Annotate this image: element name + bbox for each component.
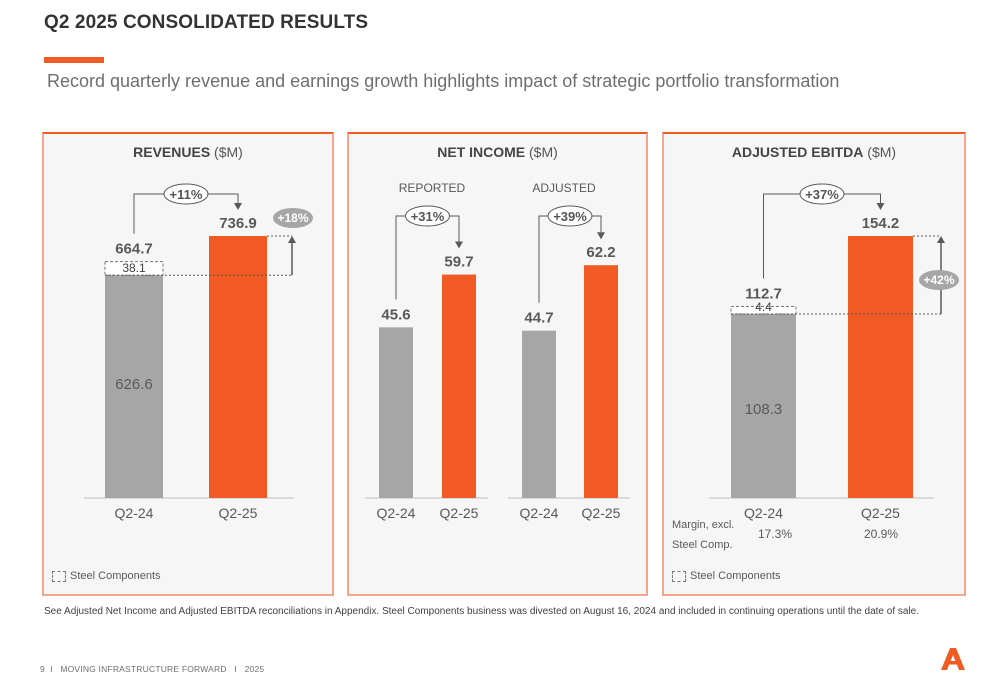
adjusted-ebitda-panel: ADJUSTED EBITDA ($M) 4.4 112.7 154.2 108.3 Q…: [662, 132, 966, 596]
adjusted-bar-q2-25: [584, 265, 618, 498]
page-subtitle: Record quarterly revenue and earnings gr…: [47, 71, 840, 91]
base-value-label: 108.3: [745, 401, 783, 418]
page-footer: 9 I MOVING INFRASTRUCTURE FORWARD I 2025: [40, 664, 264, 674]
revenues-panel: REVENUES ($M) 38.1 664.7 736.9 626.6 Q2-24 Q2…: [42, 132, 334, 596]
adjusted-label: ADJUSTED: [532, 181, 596, 195]
growth-bracket-arrow: [234, 203, 242, 210]
adjusted-bar-q2-24: [522, 330, 556, 498]
growth-excl-steel-badge: +42%: [923, 273, 954, 287]
revenues-panel-title: REVENUES ($M): [44, 144, 332, 160]
revenues-title-unit: ($M): [210, 144, 243, 160]
adjusted-category-q2-24: Q2-24: [520, 505, 559, 521]
growth-bracket-arrow: [876, 203, 885, 210]
bar-steel-components: [730, 306, 797, 315]
company-logo: [941, 648, 965, 670]
margin-q2-24: 17.3%: [758, 527, 792, 541]
revenues-legend: Steel Components: [52, 570, 161, 582]
base-value-label: 626.6: [115, 376, 153, 393]
adjusted-value-q2-24: 44.7: [524, 310, 553, 327]
category-label-q2-25: Q2-25: [861, 505, 900, 521]
value-label-q2-25: 154.2: [862, 215, 900, 232]
value-label-q2-24: 112.7: [745, 286, 782, 303]
reported-bar-q2-25: [442, 274, 476, 498]
category-label-q2-25: Q2-25: [219, 505, 258, 521]
page-title: Q2 2025 CONSOLIDATED RESULTS: [44, 12, 369, 33]
reported-growth-bracket-arrow: [455, 241, 463, 249]
reported-category-q2-24: Q2-24: [377, 505, 416, 521]
footer-separator: I: [234, 664, 237, 674]
growth-excl-steel-badge: +18%: [277, 211, 308, 225]
adjusted-growth-bracket-arrow: [597, 232, 605, 240]
footer-year: 2025: [244, 664, 265, 674]
net-income-title-unit: ($M): [525, 144, 558, 160]
growth-bracket-bubble: [163, 183, 209, 205]
adjusted-category-q2-25: Q2-25: [582, 505, 621, 521]
reported-growth-bracket-bubble: [405, 205, 450, 227]
revenues-chart: 38.1 664.7 736.9 626.6 Q2-24 Q2-25 +18% +11%: [84, 183, 313, 521]
page-number: 9: [40, 664, 45, 674]
ebitda-legend-label: Steel Components: [690, 570, 781, 582]
ebitda-legend: Steel Components: [672, 570, 781, 582]
steel-components-value: 38.1: [122, 261, 146, 275]
growth-bracket-label: +37%: [805, 187, 839, 202]
ebitda-title-unit: ($M): [863, 144, 897, 160]
excl-growth-arrowhead: [937, 236, 945, 243]
bar-q2-25: [209, 236, 267, 498]
bar-q2-24: [105, 275, 163, 498]
growth-excl-steel-badge-bg: [919, 270, 959, 290]
footer-separator: I: [50, 664, 53, 674]
adjusted-growth-bracket-bubble: [547, 205, 593, 227]
reported-value-q2-25: 59.7: [444, 254, 473, 271]
steel-components-swatch: [52, 570, 66, 582]
growth-bracket-label: +11%: [170, 187, 203, 202]
net-income-chart: 45.6 59.7 Q2-24 Q2-25 +31% 44.7 62.2 Q2-24 Q2-25…: [365, 205, 630, 521]
reported-bar-q2-24: [379, 327, 413, 498]
title-accent-rule: [44, 57, 104, 63]
ebitda-title-bold: ADJUSTED EBITDA: [731, 144, 864, 160]
adjusted-value-q2-25: 62.2: [586, 244, 615, 261]
steel-components-swatch: [672, 570, 686, 582]
margin-q2-25: 20.9%: [864, 527, 898, 541]
margin-label-line2: Steel Comp.: [672, 539, 733, 551]
footnote: See Adjusted Net Income and Adjusted EBI…: [44, 606, 920, 617]
revenues-title-bold: REVENUES: [133, 144, 211, 160]
net-income-title-bold: NET INCOME: [437, 144, 526, 160]
bar-q2-24: [731, 313, 796, 498]
reported-growth-bracket-label: +31%: [411, 209, 445, 224]
net-income-panel-title: NET INCOME ($M): [349, 144, 646, 160]
category-label-q2-24: Q2-24: [115, 505, 154, 521]
growth-excl-steel-badge-bg: [273, 208, 313, 228]
value-label-q2-24: 664.7: [115, 241, 153, 258]
revenues-legend-label: Steel Components: [70, 570, 161, 582]
ebitda-panel-title: ADJUSTED EBITDA ($M): [664, 144, 964, 160]
excl-growth-arrowhead: [288, 236, 296, 243]
adjusted-growth-bracket-label: +39%: [553, 209, 587, 224]
category-label-q2-24: Q2-24: [744, 505, 783, 521]
footer-tagline: MOVING INFRASTRUCTURE FORWARD: [60, 664, 227, 674]
reported-value-q2-24: 45.6: [381, 306, 410, 323]
margin-label-line1: Margin, excl.: [672, 519, 734, 531]
reported-category-q2-25: Q2-25: [440, 505, 479, 521]
steel-components-value: 4.4: [755, 300, 772, 314]
growth-bracket-bubble: [799, 183, 845, 205]
bar-q2-25: [848, 236, 913, 498]
net-income-panel: NET INCOME ($M) REPORTED ADJUSTED 45.6 59…: [347, 132, 648, 596]
value-label-q2-25: 736.9: [219, 215, 257, 232]
reported-label: REPORTED: [398, 181, 466, 195]
